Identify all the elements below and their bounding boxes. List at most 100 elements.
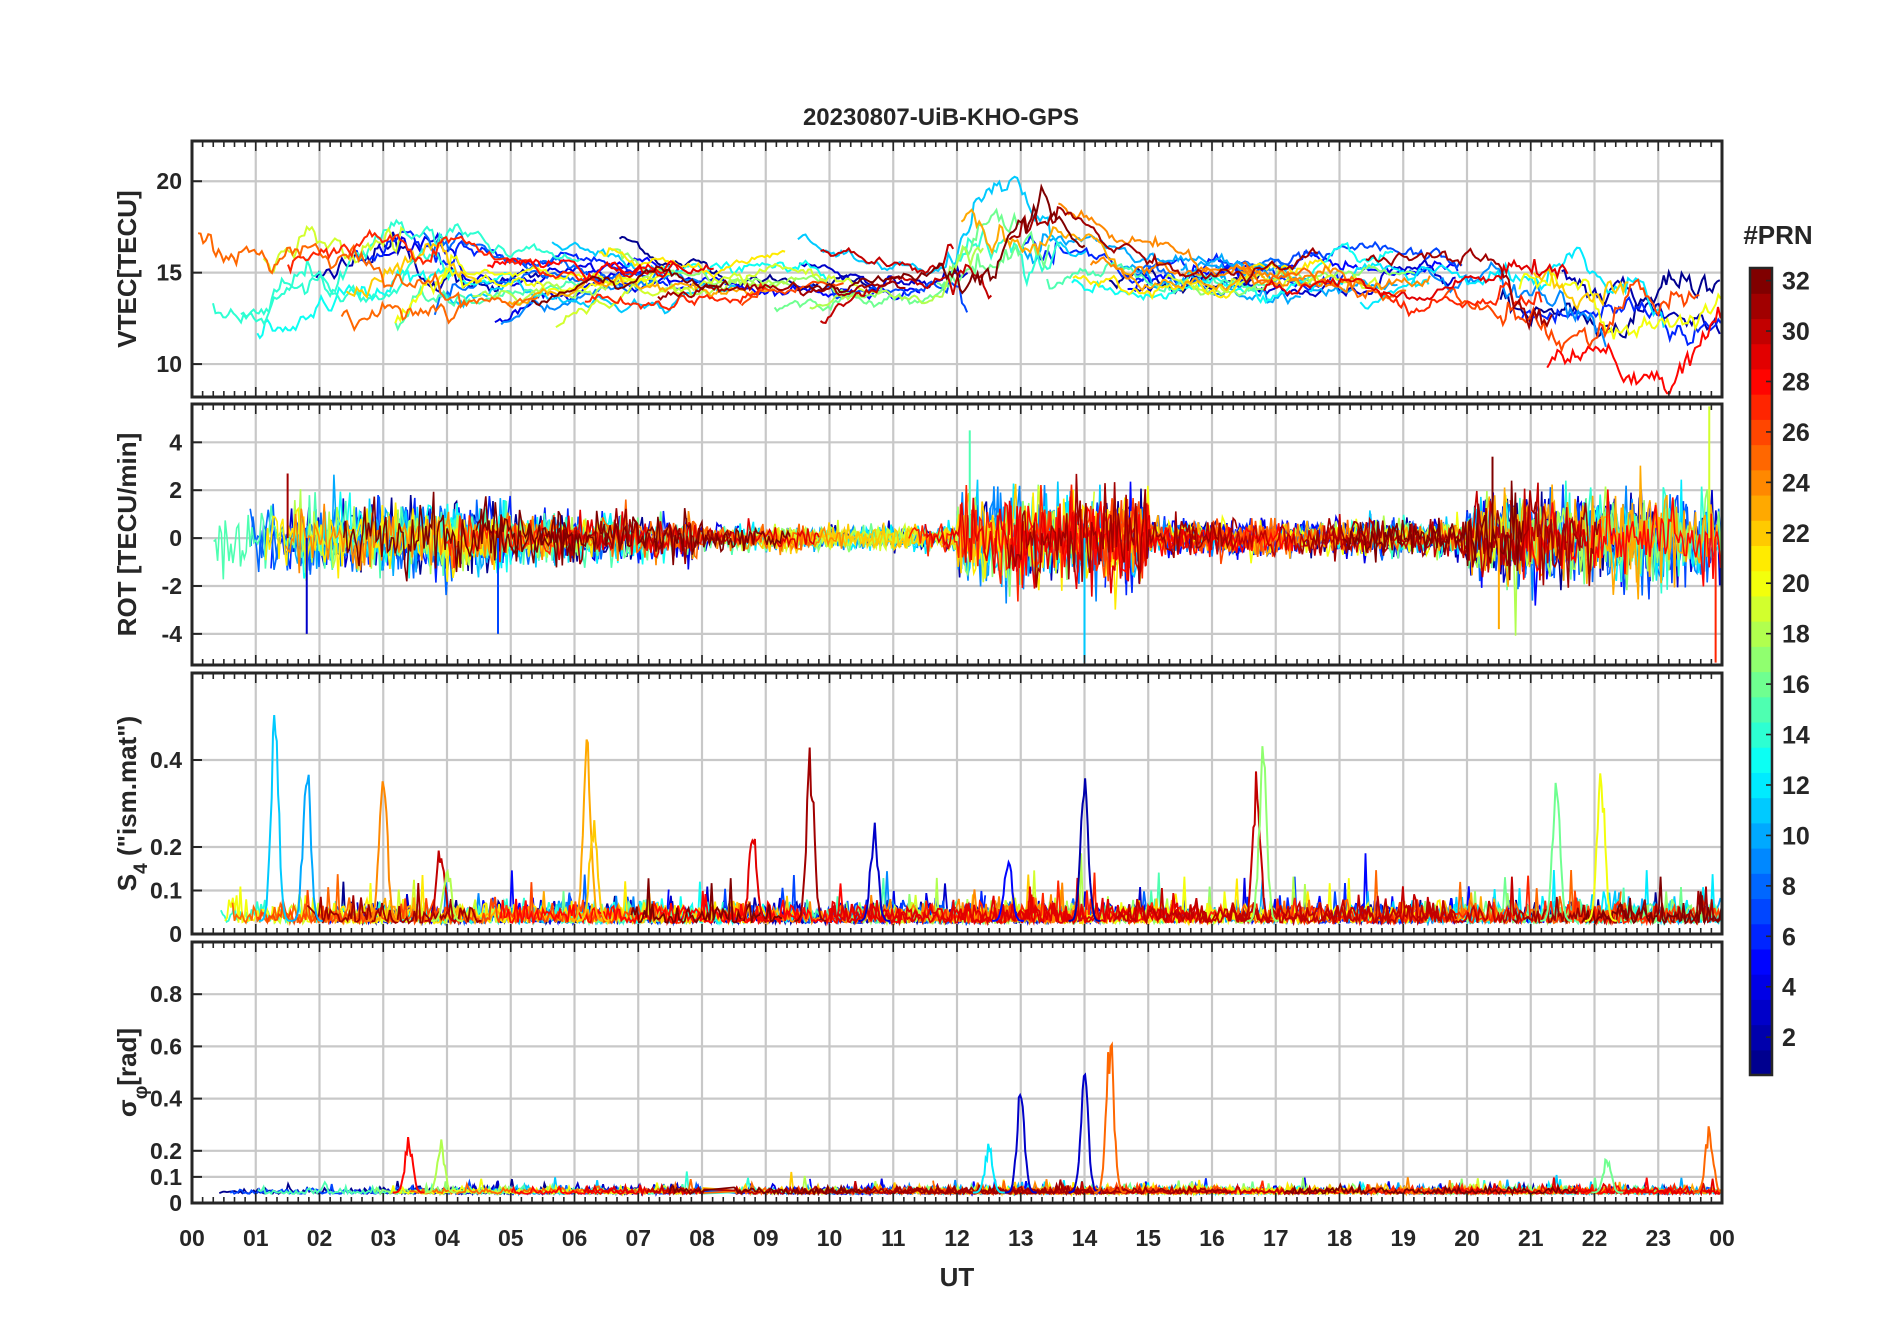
- vtec-line-prn-27: [1380, 281, 1543, 318]
- rot-ytick-label: -2: [162, 573, 182, 599]
- x-tick-label: 17: [1263, 1225, 1289, 1251]
- sigphi-ylabel: σφ[rad]: [112, 1028, 152, 1117]
- vtec-ytick-label: 15: [156, 260, 182, 286]
- vtec-line-prn-14: [212, 247, 454, 327]
- s4-peak: [1068, 778, 1101, 922]
- colorbar-bin: [1750, 848, 1772, 874]
- s4-peak: [367, 781, 400, 922]
- rot-ytick-label: 0: [169, 525, 182, 551]
- sigphi-peak: [1094, 1041, 1126, 1194]
- x-tick-label: 15: [1135, 1225, 1161, 1251]
- colorbar-bin: [1750, 999, 1772, 1026]
- colorbar-bin: [1750, 293, 1772, 320]
- colorbar-bin: [1750, 822, 1772, 849]
- colorbar-bin: [1750, 898, 1772, 925]
- sigphi-series: [218, 1041, 1722, 1198]
- rot-panel: -4 -2 0 2 4 ROT [TECU/min]: [112, 402, 1724, 667]
- sigphi-ytick-label: 0.6: [150, 1033, 182, 1059]
- colorbar-bin: [1750, 696, 1772, 723]
- vtec-line-prn-28: [487, 257, 680, 285]
- vtec-line-prn-30: [820, 243, 955, 275]
- s4-line-prn-25: [231, 874, 379, 927]
- colorbar-bin: [1750, 343, 1772, 370]
- colorbar-bin: [1750, 570, 1772, 597]
- rot-ylabel: ROT [TECU/min]: [112, 433, 142, 637]
- sigphi-line-prn-28: [510, 1183, 644, 1196]
- colorbar-tick-label: 10: [1782, 822, 1810, 850]
- sigphi-ytick-label: 0.1: [150, 1164, 182, 1190]
- colorbar-bin: [1750, 268, 1772, 294]
- s4-ylabel: S4 ("ism.mat"): [112, 716, 152, 891]
- s4-peak: [1584, 773, 1617, 922]
- s4-peak: [571, 739, 604, 922]
- vtec-line-prn-6: [1519, 295, 1722, 347]
- rot-ytick-label: 4: [169, 429, 182, 455]
- s4-ytick-label: 0: [169, 921, 182, 947]
- sigphi-peak: [972, 1143, 1005, 1194]
- x-axis-label: UT: [940, 1262, 975, 1292]
- s4-line-prn-30: [1195, 894, 1458, 927]
- colorbar-bin: [1750, 545, 1772, 572]
- sigphi-peak: [1693, 1126, 1722, 1194]
- x-tick-label: 11: [881, 1225, 906, 1251]
- vtec-line-prn-25: [340, 296, 539, 332]
- x-tick-label: 22: [1582, 1225, 1608, 1251]
- vtec-line-prn-9: [1408, 260, 1607, 348]
- vtec-line-prn-29: [605, 261, 714, 279]
- x-tick-label: 19: [1390, 1225, 1416, 1251]
- vtec-line-prn-20: [1518, 271, 1722, 340]
- x-tick-label: 16: [1199, 1225, 1225, 1251]
- x-tick-label: 04: [434, 1225, 460, 1251]
- colorbar-frame: [1748, 266, 1774, 1077]
- x-tick-label: 03: [370, 1225, 396, 1251]
- x-tick-label: 00: [1709, 1225, 1735, 1251]
- chart-title: 20230807-UiB-KHO-GPS: [803, 104, 1079, 131]
- rot-ytick-label: 2: [169, 477, 182, 503]
- x-tick-label: 01: [243, 1225, 269, 1251]
- colorbar-tick-label: 20: [1782, 570, 1810, 598]
- colorbar-bin: [1750, 1049, 1772, 1076]
- rot-line-prn-30: [1183, 513, 1373, 559]
- s4-line-prn-32: [1581, 876, 1722, 926]
- s4-peak: [794, 747, 827, 922]
- colorbar-tick-label: 14: [1782, 722, 1810, 750]
- rot-ytick-label: -4: [162, 621, 183, 647]
- colorbar-bin: [1750, 646, 1772, 673]
- colorbar-tick-label: 4: [1782, 974, 1796, 1002]
- vtec-line-prn-23: [960, 208, 1266, 293]
- sigma-phi-panel: 00.10.2 0.4 0.6 0.8 σφ[rad]: [112, 940, 1724, 1216]
- rot-line-prn-31: [1006, 473, 1238, 588]
- x-tick-label: 14: [1072, 1225, 1098, 1251]
- vtec-line-prn-26: [740, 280, 844, 307]
- colorbar-bin: [1750, 923, 1772, 950]
- s4-line-prn-29: [829, 877, 1199, 927]
- colorbar-bin: [1750, 974, 1772, 1000]
- vtec-line-prn-19: [555, 262, 865, 329]
- sigphi-peak: [1068, 1072, 1101, 1194]
- s4-series: [220, 715, 1722, 927]
- s4-peak: [858, 822, 891, 922]
- colorbar-bin: [1750, 494, 1772, 521]
- vtec-line-prn-25: [197, 232, 467, 310]
- x-tick-label: 08: [689, 1225, 715, 1251]
- colorbar-bin: [1750, 621, 1772, 647]
- vtec-line-prn-17: [1192, 263, 1416, 297]
- colorbar-bin: [1750, 368, 1772, 395]
- colorbar-bin: [1750, 797, 1772, 824]
- s4-peak: [1247, 746, 1279, 922]
- x-tick-label: 05: [498, 1225, 524, 1251]
- vtec-line-prn-32: [804, 183, 1086, 295]
- vtec-line-prn-28: [1546, 306, 1722, 395]
- colorbar-bin: [1750, 948, 1772, 975]
- x-axis: UT 00 01 02 03 04 05 06 07 08 09 10 11 12 13 14 15 16 17 1…: [179, 1225, 1735, 1292]
- s4-peak: [577, 820, 610, 922]
- colorbar-tick-label: 18: [1782, 621, 1810, 649]
- vtec-ylabel: VTEC[TECU]: [112, 190, 142, 347]
- rot-line-prn-32: [475, 496, 791, 568]
- vtec-line-prn-27: [287, 228, 605, 285]
- colorbar-bin: [1750, 595, 1772, 622]
- vtec-line-prn-15: [1046, 261, 1273, 295]
- vtec-ytick-label: 10: [156, 351, 182, 377]
- x-tick-label: 10: [817, 1225, 843, 1251]
- s4-peak: [1540, 782, 1573, 922]
